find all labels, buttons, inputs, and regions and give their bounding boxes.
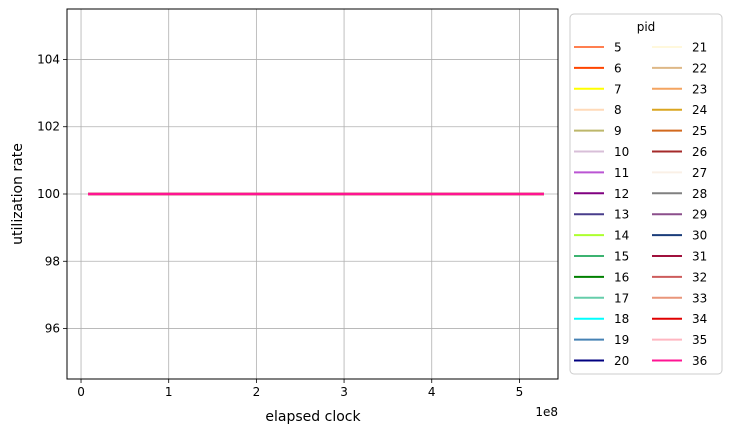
legend-entry-pid-34: 34 — [652, 312, 707, 326]
legend-label: 19 — [614, 333, 629, 347]
legend-label: 24 — [692, 103, 707, 117]
legend-label: 32 — [692, 270, 707, 284]
y-axis-ticks: 96 98 100 102 104 — [37, 52, 67, 336]
legend-entries: 5 6 7 8 9 10 11 12 13 14 15 16 17 18 19 20 21 22 23 24 25 26 2… — [574, 41, 707, 368]
x-tick-label: 5 — [516, 385, 524, 399]
legend-label: 20 — [614, 354, 629, 368]
y-tick-label: 100 — [37, 187, 60, 201]
legend-label: 34 — [692, 312, 707, 326]
legend-entry-pid-11: 11 — [574, 166, 629, 180]
legend-entry-pid-36: 36 — [652, 354, 707, 368]
legend-label: 15 — [614, 250, 629, 264]
legend-entry-pid-21: 21 — [652, 41, 707, 55]
x-tick-label: 4 — [428, 385, 436, 399]
legend-label: 28 — [692, 187, 707, 201]
legend-label: 13 — [614, 208, 629, 222]
legend-label: 21 — [692, 41, 707, 55]
legend-entry-pid-26: 26 — [652, 145, 707, 159]
legend-entry-pid-15: 15 — [574, 250, 629, 264]
legend-entry-pid-29: 29 — [652, 208, 707, 222]
legend-label: 25 — [692, 124, 707, 138]
legend-entry-pid-14: 14 — [574, 229, 629, 243]
legend-entry-pid-23: 23 — [652, 82, 707, 96]
legend-entry-pid-27: 27 — [652, 166, 707, 180]
legend-label: 22 — [692, 61, 707, 75]
legend-label: 27 — [692, 166, 707, 180]
legend-entry-pid-32: 32 — [652, 270, 707, 284]
legend-label: 17 — [614, 291, 629, 305]
legend-label: 12 — [614, 187, 629, 201]
x-axis-ticks: 0 1 2 3 4 5 — [77, 379, 523, 399]
legend-entry-pid-31: 31 — [652, 250, 707, 264]
legend-entry-pid-20: 20 — [574, 354, 629, 368]
legend-label: 35 — [692, 333, 707, 347]
legend-label: 30 — [692, 229, 707, 243]
legend-entry-pid-10: 10 — [574, 145, 629, 159]
legend-label: 29 — [692, 208, 707, 222]
x-offset-label: 1e8 — [535, 405, 558, 419]
legend-label: 7 — [614, 82, 622, 96]
legend-entry-pid-17: 17 — [574, 291, 629, 305]
legend-entry-pid-25: 25 — [652, 124, 707, 138]
y-axis-label: utilization rate — [10, 143, 26, 245]
legend-label: 14 — [614, 229, 629, 243]
legend-entry-pid-7: 7 — [574, 82, 622, 96]
legend-entry-pid-24: 24 — [652, 103, 707, 117]
legend-label: 9 — [614, 124, 622, 138]
y-tick-label: 98 — [45, 254, 60, 268]
legend-label: 16 — [614, 270, 629, 284]
legend: pid 5 6 7 8 9 10 11 12 13 14 15 16 17 18 19 20 21 22 23 24 2… — [569, 13, 723, 375]
legend-entry-pid-33: 33 — [652, 291, 707, 305]
legend-entry-pid-16: 16 — [574, 270, 629, 284]
legend-label: 26 — [692, 145, 707, 159]
x-tick-label: 0 — [77, 385, 85, 399]
y-tick-label: 96 — [45, 322, 60, 336]
y-tick-label: 102 — [37, 120, 60, 134]
x-tick-label: 3 — [340, 385, 348, 399]
legend-label: 23 — [692, 82, 707, 96]
legend-frame — [569, 13, 723, 375]
x-tick-label: 1 — [165, 385, 173, 399]
legend-entry-pid-6: 6 — [574, 61, 622, 75]
legend-entry-pid-9: 9 — [574, 124, 622, 138]
legend-entry-pid-5: 5 — [574, 41, 622, 55]
legend-label: 10 — [614, 145, 629, 159]
legend-entry-pid-28: 28 — [652, 187, 707, 201]
legend-label: 5 — [614, 41, 622, 55]
legend-label: 11 — [614, 166, 629, 180]
legend-label: 33 — [692, 291, 707, 305]
x-tick-label: 2 — [253, 385, 261, 399]
legend-label: 18 — [614, 312, 629, 326]
legend-label: 6 — [614, 61, 622, 75]
legend-entry-pid-12: 12 — [574, 187, 629, 201]
y-tick-label: 104 — [37, 52, 60, 66]
legend-entry-pid-18: 18 — [574, 312, 629, 326]
legend-label: 36 — [692, 354, 707, 368]
legend-entry-pid-22: 22 — [652, 61, 707, 75]
legend-entry-pid-35: 35 — [652, 333, 707, 347]
legend-title: pid — [637, 20, 656, 34]
legend-entry-pid-8: 8 — [574, 103, 622, 117]
legend-entry-pid-13: 13 — [574, 208, 629, 222]
legend-entry-pid-19: 19 — [574, 333, 629, 347]
legend-label: 31 — [692, 250, 707, 264]
legend-label: 8 — [614, 103, 622, 117]
x-axis-label: elapsed clock — [265, 409, 361, 425]
legend-entry-pid-30: 30 — [652, 229, 707, 243]
